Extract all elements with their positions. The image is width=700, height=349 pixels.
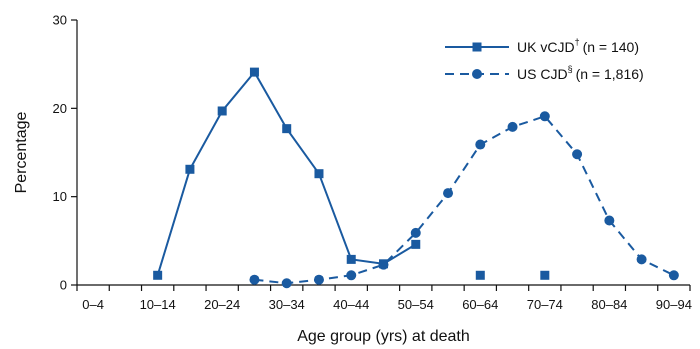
legend-label-us-cjd: US CJD§ (n = 1,816) <box>517 64 644 82</box>
point-uk-vcjd-35-39 <box>314 169 324 179</box>
point-us-cjd-70-74 <box>539 111 550 122</box>
y-tick-label-20: 20 <box>53 101 67 116</box>
y-axis-title-group: Percentage <box>13 111 30 193</box>
series-line-uk-vcjd <box>156 70 417 276</box>
series-layer <box>153 67 679 289</box>
series-line-us-cjd <box>254 115 675 285</box>
x-tick-label-70-74: 70–74 <box>527 297 563 312</box>
legend-item-uk-vcjd: UK vCJD† (n = 140) <box>445 37 639 55</box>
point-uk-vcjd-15-19 <box>185 164 195 174</box>
x-tick-label-10-14: 10–14 <box>140 297 176 312</box>
legend-name-us-cjd: US CJD <box>517 66 568 82</box>
point-us-cjd-75-79 <box>572 149 583 160</box>
axes <box>76 20 690 286</box>
series-uk-vcjd <box>153 67 550 280</box>
x-tick-label-50-54: 50–54 <box>398 297 434 312</box>
point-us-cjd-35-39 <box>313 274 324 285</box>
point-us-cjd-50-54 <box>410 227 421 238</box>
legend-marker-uk-vcjd <box>472 42 482 52</box>
point-uk-vcjd-40-44 <box>346 254 356 264</box>
y-tick-label-10: 10 <box>53 189 67 204</box>
legend: UK vCJD† (n = 140) US CJD§ (n = 1,816) <box>445 37 644 82</box>
legend-item-us-cjd: US CJD§ (n = 1,816) <box>445 64 644 82</box>
x-axis-title: Age group (yrs) at death <box>297 328 470 345</box>
point-us-cjd-30-34 <box>281 278 292 289</box>
y-axis-title: Percentage <box>13 111 30 193</box>
legend-name-uk-vcjd: UK vCJD <box>517 39 575 55</box>
x-tick-label-0-4: 0–4 <box>82 297 104 312</box>
legend-marker-us-cjd <box>472 69 482 79</box>
point-uk-vcjd-60-64 <box>475 270 485 280</box>
point-uk-vcjd-70-74 <box>540 270 550 280</box>
x-tick-label-40-44: 40–44 <box>333 297 369 312</box>
point-us-cjd-60-64 <box>475 139 486 150</box>
point-us-cjd-45-49 <box>378 259 389 270</box>
x-tick-label-60-64: 60–64 <box>462 297 498 312</box>
x-tick-label-30-34: 30–34 <box>269 297 305 312</box>
point-uk-vcjd-20-24 <box>217 106 227 116</box>
y-ticks: 0 10 20 30 <box>53 13 77 293</box>
point-uk-vcjd-25-29 <box>249 67 259 77</box>
point-uk-vcjd-30-34 <box>282 124 292 134</box>
x-tick-label-20-24: 20–24 <box>204 297 240 312</box>
point-uk-vcjd-50-54 <box>411 239 421 249</box>
point-us-cjd-65-69 <box>507 121 518 132</box>
y-tick-label-30: 30 <box>53 13 67 28</box>
series-us-cjd <box>249 111 679 289</box>
point-us-cjd-40-44 <box>346 270 357 281</box>
x-tick-label-80-84: 80–84 <box>591 297 627 312</box>
x-tick-label-90-94: 90–94 <box>656 297 692 312</box>
legend-n-uk-vcjd: (n = 140) <box>583 39 639 55</box>
point-us-cjd-80-84 <box>604 215 615 226</box>
point-us-cjd-25-29 <box>249 274 260 285</box>
point-us-cjd-55-59 <box>443 188 454 199</box>
point-us-cjd-90-94 <box>668 270 679 281</box>
legend-n-us-cjd: (n = 1,816) <box>576 66 644 82</box>
point-us-cjd-85-89 <box>636 254 647 265</box>
legend-sup-uk-vcjd: † <box>575 37 580 47</box>
legend-label-uk-vcjd: UK vCJD† (n = 140) <box>517 37 639 55</box>
x-ticks: 0–4 10–14 20–24 30–34 40–44 50–54 60–64 70–74 80… <box>76 285 692 312</box>
point-uk-vcjd-10-14 <box>153 270 163 280</box>
legend-sup-us-cjd: § <box>568 64 573 74</box>
y-tick-label-0: 0 <box>60 278 67 293</box>
